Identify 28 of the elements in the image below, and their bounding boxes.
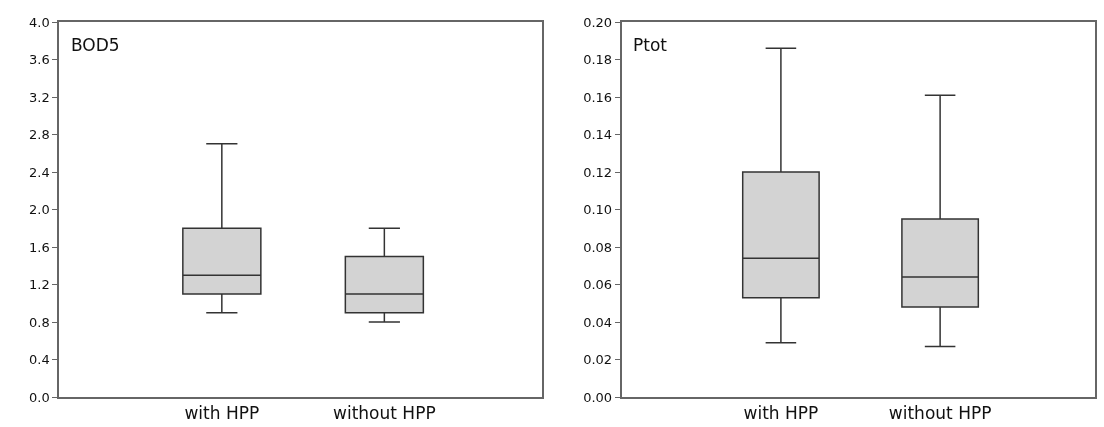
y-tick-label: 0.20 bbox=[583, 14, 613, 30]
y-tick-label: 4.0 bbox=[29, 14, 50, 30]
y-tick-label: 0.12 bbox=[583, 164, 613, 180]
x-tick-label: with HPP bbox=[743, 403, 819, 424]
y-tick-label: 0.06 bbox=[583, 277, 613, 293]
y-tick-label: 0.8 bbox=[29, 314, 50, 330]
y-tick-label: 0.18 bbox=[583, 52, 613, 68]
y-tick-label: 3.2 bbox=[29, 89, 50, 105]
y-tick-label: 0.08 bbox=[583, 239, 613, 255]
y-tick-label: 0.00 bbox=[583, 389, 613, 405]
y-tick-label: 2.4 bbox=[29, 164, 50, 180]
y-tick-label: 2.8 bbox=[29, 127, 50, 143]
y-tick-label: 0.16 bbox=[583, 89, 613, 105]
x-tick-label: with HPP bbox=[184, 403, 260, 424]
y-tick-label: 0.14 bbox=[583, 127, 613, 143]
text: Ptot bbox=[633, 35, 668, 55]
y-tick-label: 1.6 bbox=[29, 239, 50, 255]
y-tick-label: 0.0 bbox=[29, 389, 50, 405]
y-tick-label: 0.10 bbox=[583, 202, 613, 218]
y-tick-label: 0.04 bbox=[583, 314, 613, 330]
x-tick-label: without HPP bbox=[888, 403, 992, 424]
y-tick-label: 0.02 bbox=[583, 352, 613, 368]
y-tick-label: 3.6 bbox=[29, 52, 50, 68]
y-tick-label: 0.4 bbox=[29, 352, 50, 368]
y-tick-label: 1.2 bbox=[29, 277, 50, 293]
text: BOD5 bbox=[71, 35, 120, 55]
y-tick-label: 2.0 bbox=[29, 202, 50, 218]
x-tick-label: without HPP bbox=[333, 403, 436, 424]
